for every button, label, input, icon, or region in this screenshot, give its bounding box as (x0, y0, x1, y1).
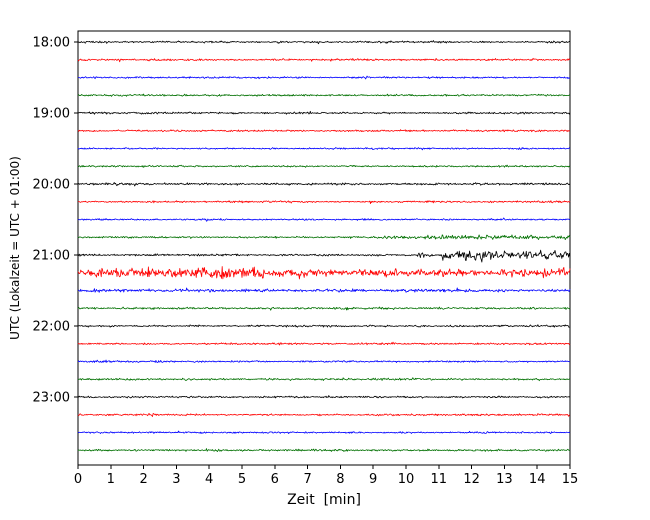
x-tick-label: 11 (431, 472, 448, 487)
trace-path (77, 430, 571, 434)
trace-path (77, 249, 571, 263)
trace-path (77, 341, 571, 346)
trace-path (77, 287, 571, 293)
x-axis-label: Zeit [min] (287, 492, 361, 508)
y-tick-label: 19:00 (33, 107, 70, 122)
x-tick-label: 1 (107, 472, 115, 487)
x-tick-label: 6 (271, 472, 279, 487)
x-tick-label: 3 (172, 472, 180, 487)
x-tick-label: 7 (303, 472, 311, 487)
trace-path (77, 129, 571, 133)
x-tick-label: 10 (398, 472, 415, 487)
x-tick-label: 2 (139, 472, 147, 487)
x-tick-label: 13 (496, 472, 513, 487)
trace-path (77, 200, 571, 205)
y-tick-label: 22:00 (33, 320, 70, 335)
x-tick-label: 0 (74, 472, 82, 487)
trace-path (77, 164, 571, 168)
trace-path (77, 147, 571, 151)
x-tick-label: 12 (463, 472, 480, 487)
trace-path (77, 359, 571, 364)
x-tick-label: 8 (336, 472, 344, 487)
trace-path (77, 234, 571, 241)
y-tick-label: 21:00 (33, 249, 70, 264)
trace-path (77, 448, 571, 453)
trace-path (77, 324, 571, 328)
trace-path (77, 93, 571, 97)
x-tick-label: 5 (238, 472, 246, 487)
x-tick-label: 14 (529, 472, 546, 487)
trace-path (77, 306, 571, 311)
y-tick-label: 23:00 (33, 391, 70, 406)
x-tick-label: 9 (369, 472, 377, 487)
y-tick-label: 20:00 (33, 178, 70, 193)
trace-path (77, 217, 571, 222)
trace-path (77, 395, 571, 399)
trace-path (77, 377, 571, 382)
trace-path (77, 40, 571, 45)
trace-path (77, 266, 571, 280)
trace-path (77, 413, 571, 417)
trace-path (77, 57, 571, 63)
trace-path (77, 110, 571, 115)
y-tick-label: 18:00 (33, 36, 70, 51)
x-tick-label: 15 (562, 472, 579, 487)
trace-path (77, 182, 571, 187)
x-tick-label: 4 (205, 472, 213, 487)
y-axis-label: UTC (Lokalzeit = UTC + 01:00) (8, 156, 22, 340)
trace-path (77, 75, 571, 80)
